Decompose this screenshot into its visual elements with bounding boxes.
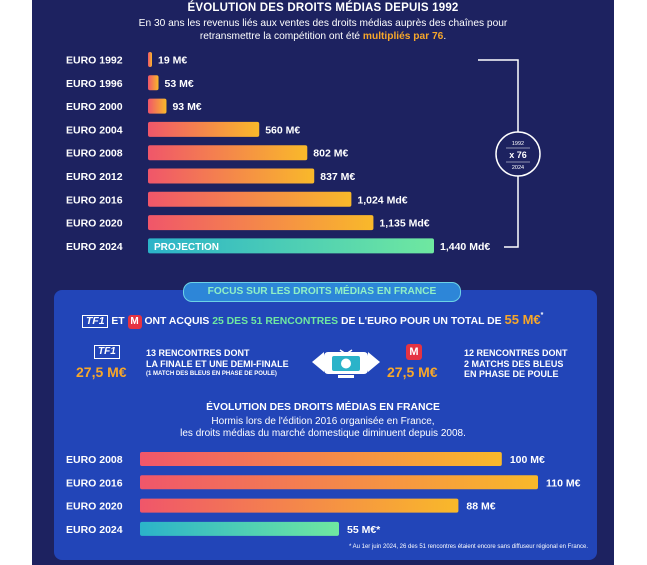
- badge-factor: x 76: [509, 150, 527, 160]
- chart1-value-label: 1,135 Md€: [379, 218, 429, 230]
- tf1-logo-small: TF1: [94, 345, 120, 359]
- tf1-logo: TF1: [82, 315, 109, 328]
- chart1-value-label: 1,024 Md€: [357, 194, 407, 206]
- chart1-value-label: 53 M€: [165, 78, 194, 90]
- tf1-amount: 27,5 M€: [76, 364, 127, 380]
- chart1-bar: [148, 145, 308, 161]
- m6-logo: M: [127, 315, 142, 329]
- m6-description: 12 RENCONTRES DONT 2 MATCHS DES BLEUS EN…: [464, 348, 568, 379]
- france-section-title: ÉVOLUTION DES DROITS MÉDIAS EN FRANCE: [206, 402, 440, 413]
- badge-from: 1992: [512, 141, 524, 147]
- chart1-category-label: EURO 2020: [66, 218, 123, 230]
- chart1-bar: [148, 75, 159, 91]
- chart1-value-label: 1,440 Md€: [440, 241, 490, 253]
- badge-to: 2024: [512, 165, 524, 171]
- tf1-description: 13 RENCONTRES DONT LA FINALE ET UNE DEMI…: [146, 348, 289, 377]
- m6-amount: 27,5 M€: [387, 364, 438, 380]
- infographic-card: ÉVOLUTION DES DROITS MÉDIAS DEPUIS 1992 …: [32, 0, 614, 565]
- chart1-value-label: 560 M€: [265, 124, 300, 136]
- projection-label: PROJECTION: [154, 242, 219, 253]
- chart1-bar: [148, 52, 152, 67]
- chart1-category-label: EURO 1996: [66, 78, 123, 90]
- tv-icon: [312, 349, 380, 378]
- multiplier-badge: [495, 131, 541, 177]
- chart1-category-label: EURO 2004: [66, 124, 123, 136]
- chart1-bar: [148, 121, 260, 137]
- focus-title-pill: FOCUS SUR LES DROITS MÉDIAS EN FRANCE: [183, 282, 461, 302]
- chart1-value-label: 93 M€: [172, 101, 201, 113]
- chart1-category-label: EURO 1992: [66, 55, 123, 67]
- chart1-bar: [148, 168, 315, 184]
- focus-headline: TF1 ET M ONT ACQUIS 25 DES 51 RENCONTRES…: [82, 312, 543, 329]
- chart-subtitle-line2: retransmettre la compétition ont été mul…: [199, 31, 447, 42]
- chart1-bar: [148, 191, 352, 207]
- chart1-category-label: EURO 2000: [66, 101, 123, 113]
- m6-logo-small: M: [406, 344, 422, 360]
- footnote: * Au 1er juin 2024, 26 des 51 rencontres…: [348, 544, 588, 550]
- france-focus-panel: [54, 290, 597, 560]
- multiplier-bracket: 1992 x 76 2024: [478, 59, 541, 248]
- chart-euro-rights: EURO 1992 19 M€ EURO 1996 53 M€ EURO 2000 93 …: [66, 52, 541, 254]
- chart1-value-label: 837 M€: [320, 171, 355, 183]
- chart-subtitle-line1: En 30 ans les revenus liés aux ventes de…: [138, 18, 508, 29]
- chart1-bar-projection: [148, 238, 434, 254]
- chart1-value-label: 19 M€: [158, 55, 187, 67]
- chart1-category-label: EURO 2024: [66, 241, 123, 253]
- france-section-sub-1: Hormis lors de l'édition 2016 organisée …: [211, 416, 435, 427]
- chart1-bar: [148, 215, 374, 231]
- chart1-category-label: EURO 2012: [66, 171, 123, 183]
- chart-title: ÉVOLUTION DES DROITS MÉDIAS DEPUIS 1992: [187, 2, 459, 14]
- chart1-category-label: EURO 2008: [66, 148, 123, 160]
- france-section-sub-2: les droits médias du marché domestique d…: [180, 428, 466, 439]
- chart1-bar: [148, 98, 167, 114]
- chart1-value-label: 802 M€: [313, 148, 348, 160]
- chart1-category-label: EURO 2016: [66, 194, 123, 206]
